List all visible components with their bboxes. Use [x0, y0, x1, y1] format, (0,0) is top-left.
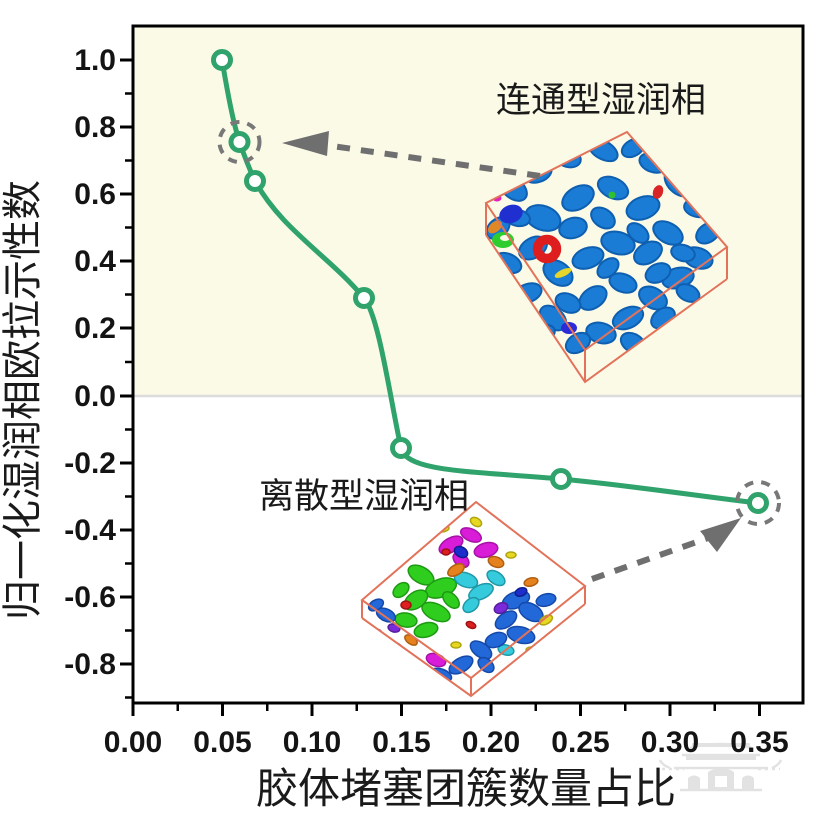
connected-phase-annotation: 连通型湿润相	[496, 81, 706, 121]
y-major-ticks	[120, 58, 133, 666]
y-minor-ticks	[125, 92, 133, 699]
red-torus-blob	[532, 234, 562, 264]
x-tick-label: 0.05	[193, 726, 251, 759]
connected-arrow-dashed-line	[331, 143, 541, 179]
data-point-2	[228, 131, 251, 153]
y-tick-label: 0.6	[74, 178, 116, 211]
connected-wireframe-box	[484, 130, 729, 384]
highlight-circle-connected	[217, 120, 262, 164]
discrete-phase-3d-image	[360, 500, 587, 698]
highlight-circle-discrete	[735, 480, 781, 526]
x-tick-label: 0.10	[283, 726, 341, 759]
y-tick-label: 0.0	[74, 380, 116, 413]
y-tick-label: 1.0	[74, 44, 116, 77]
x-tick-labels: 0.00 0.05 0.10 0.15 0.20 0.25 0.30 0.35	[104, 726, 789, 759]
data-point-7	[747, 492, 769, 514]
y-tick-label: -0.8	[64, 648, 116, 681]
x-tick-label: 0.15	[372, 726, 430, 759]
y-tick-label: -0.4	[64, 514, 116, 547]
discrete-phase-blobs	[365, 516, 557, 683]
x-tick-label: 0.20	[462, 726, 520, 759]
plot-border	[131, 24, 805, 705]
data-point-6	[550, 468, 572, 490]
discrete-arrowhead-icon	[700, 518, 741, 552]
x-tick-label: 0.30	[641, 726, 699, 759]
y-tick-label: 0.8	[74, 111, 116, 144]
y-tick-label: -0.6	[64, 581, 116, 614]
y-tick-labels: 1.0 0.8 0.6 0.4 0.2 0.0 -0.2 -0.4 -0.6 -…	[64, 44, 116, 681]
data-point-4	[353, 287, 375, 309]
series-markers	[211, 49, 769, 514]
x-axis-title: 胶体堵塞团簇数量占比	[256, 764, 676, 813]
x-minor-ticks	[176, 703, 716, 711]
data-point-5	[390, 437, 412, 459]
university-gate-watermark-icon	[658, 742, 783, 792]
discrete-arrow-dashed-line	[591, 535, 709, 582]
discrete-phase-annotation: 离散型湿润相	[259, 477, 469, 517]
y-axis-title: 归一化湿润相欧拉示性数	[0, 180, 46, 620]
discrete-callout-arrow	[591, 518, 741, 582]
data-point-1	[211, 49, 233, 71]
y-tick-label: 0.2	[74, 312, 116, 345]
y-tick-label: 0.4	[74, 245, 116, 278]
connected-callout-arrow	[282, 131, 541, 179]
x-tick-label: 0.00	[104, 726, 162, 759]
y-tick-label: -0.2	[64, 447, 116, 480]
connected-arrowhead-icon	[282, 131, 329, 156]
discrete-wireframe-box	[360, 500, 587, 698]
x-tick-label: 0.25	[551, 726, 609, 759]
x-major-ticks	[131, 703, 761, 716]
x-tick-label: 0.35	[730, 726, 788, 759]
data-point-3	[244, 170, 266, 192]
